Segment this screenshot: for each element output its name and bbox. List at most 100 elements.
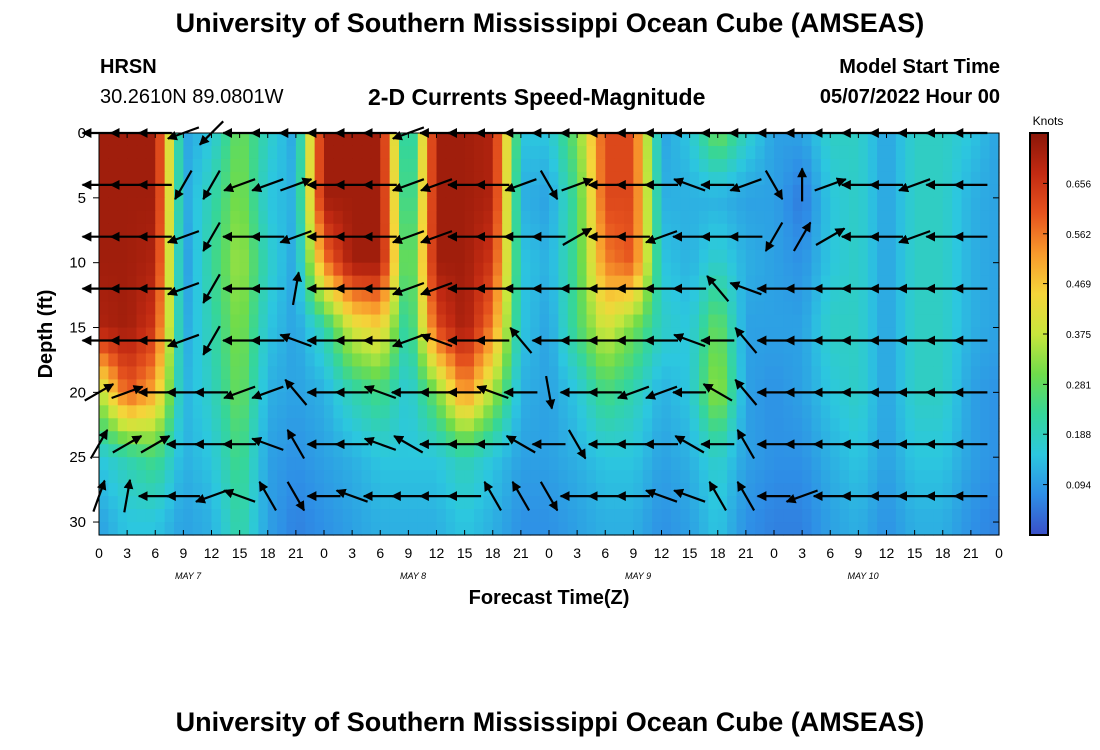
heatmap-cell	[314, 457, 325, 471]
heatmap-cell	[792, 327, 803, 342]
heatmap-cell	[708, 288, 719, 303]
heatmap-cell	[895, 522, 906, 536]
heatmap-cell	[220, 314, 231, 329]
heatmap-cell	[520, 158, 531, 173]
heatmap-cell	[567, 418, 578, 432]
heatmap-cell	[802, 509, 813, 523]
heatmap-cell	[820, 275, 831, 290]
heatmap-cell	[99, 210, 109, 225]
heatmap-cell	[108, 509, 119, 523]
heatmap-cell	[314, 509, 325, 523]
heatmap-cell	[652, 249, 663, 264]
heatmap-cell	[745, 301, 756, 316]
heatmap-cell	[774, 366, 784, 380]
heatmap-cell	[633, 470, 644, 484]
heatmap-cell	[258, 457, 269, 471]
heatmap-cell	[530, 145, 541, 160]
heatmap-cell	[699, 457, 709, 471]
heatmap-cell	[708, 301, 719, 316]
current-vector	[279, 230, 312, 244]
heatmap-cell	[239, 483, 250, 497]
heatmap-cell	[427, 223, 438, 238]
heatmap-cell	[577, 249, 588, 264]
heatmap-cell	[408, 314, 419, 329]
heatmap-cell	[230, 158, 241, 173]
heatmap-cell	[708, 444, 719, 458]
heatmap-cell	[286, 522, 297, 536]
heatmap-cell	[333, 340, 344, 355]
heatmap-cell	[820, 171, 831, 186]
heatmap-cell	[164, 301, 175, 316]
heatmap-cell	[558, 145, 569, 160]
heatmap-cell	[989, 197, 1000, 212]
heatmap-cell	[239, 223, 250, 238]
heatmap-cell	[427, 133, 438, 147]
heatmap-cell	[633, 483, 644, 497]
heatmap-cell	[455, 236, 466, 251]
heatmap-cell	[624, 314, 634, 329]
heatmap-cell	[380, 158, 391, 173]
heatmap-cell	[708, 431, 719, 445]
heatmap-cell	[652, 133, 663, 147]
heatmap-cell	[839, 444, 850, 458]
heatmap-cell	[211, 133, 222, 147]
heatmap-cell	[586, 327, 597, 342]
heatmap-cell	[680, 249, 691, 264]
heatmap-cell	[717, 509, 728, 523]
heatmap-cell	[586, 392, 597, 406]
heatmap-cell	[324, 483, 334, 497]
heatmap-cell	[492, 340, 503, 355]
heatmap-cell	[108, 249, 119, 264]
heatmap-cell	[914, 275, 925, 290]
heatmap-cell	[502, 210, 513, 225]
heatmap-cell	[136, 197, 147, 212]
current-vector	[391, 333, 425, 348]
heatmap-cell	[727, 457, 738, 471]
current-vector	[223, 385, 256, 400]
heatmap-cell	[258, 327, 269, 342]
heatmap-cell	[333, 353, 344, 368]
heatmap-cell	[530, 392, 541, 406]
heatmap-cell	[839, 470, 850, 484]
heatmap-cell	[745, 249, 756, 264]
heatmap-cell	[464, 496, 475, 510]
heatmap-cell	[155, 457, 166, 471]
heatmap-cell	[127, 171, 138, 186]
heatmap-cell	[849, 470, 859, 484]
heatmap-cell	[492, 197, 503, 212]
heatmap-cell	[558, 353, 569, 368]
heatmap-cell	[117, 392, 128, 406]
heatmap-cell	[370, 210, 381, 225]
heatmap-cell	[352, 418, 363, 432]
heatmap-cell	[792, 353, 803, 368]
heatmap-cell	[295, 158, 306, 173]
heatmap-cell	[614, 522, 625, 536]
heatmap-cell	[117, 171, 128, 186]
current-vector	[736, 480, 756, 511]
heatmap-cell	[895, 171, 906, 186]
heatmap-cell	[399, 366, 409, 380]
x-tick-label: 21	[513, 545, 529, 561]
heatmap-cell	[239, 301, 250, 316]
heatmap-cell	[736, 171, 747, 186]
heatmap-cell	[727, 262, 738, 277]
heatmap-cell	[370, 392, 381, 406]
heatmap-cell	[492, 444, 503, 458]
heatmap-cell	[905, 379, 916, 393]
heatmap-cell	[755, 509, 766, 523]
heatmap-cell	[192, 133, 203, 147]
current-vectors	[81, 120, 988, 513]
heatmap-cell	[502, 470, 513, 484]
heatmap-cell	[708, 327, 719, 342]
heatmap-cell	[905, 418, 916, 432]
heatmap-cell	[436, 301, 447, 316]
heatmap-cell	[380, 457, 391, 471]
heatmap-cell	[914, 262, 925, 277]
heatmap-cell	[549, 275, 559, 290]
heatmap-cell	[352, 522, 363, 536]
heatmap-cell	[230, 431, 241, 445]
heatmap-cell	[399, 145, 409, 160]
heatmap-cell	[239, 340, 250, 355]
heatmap-cell	[164, 133, 175, 147]
heatmap-cell	[699, 262, 709, 277]
